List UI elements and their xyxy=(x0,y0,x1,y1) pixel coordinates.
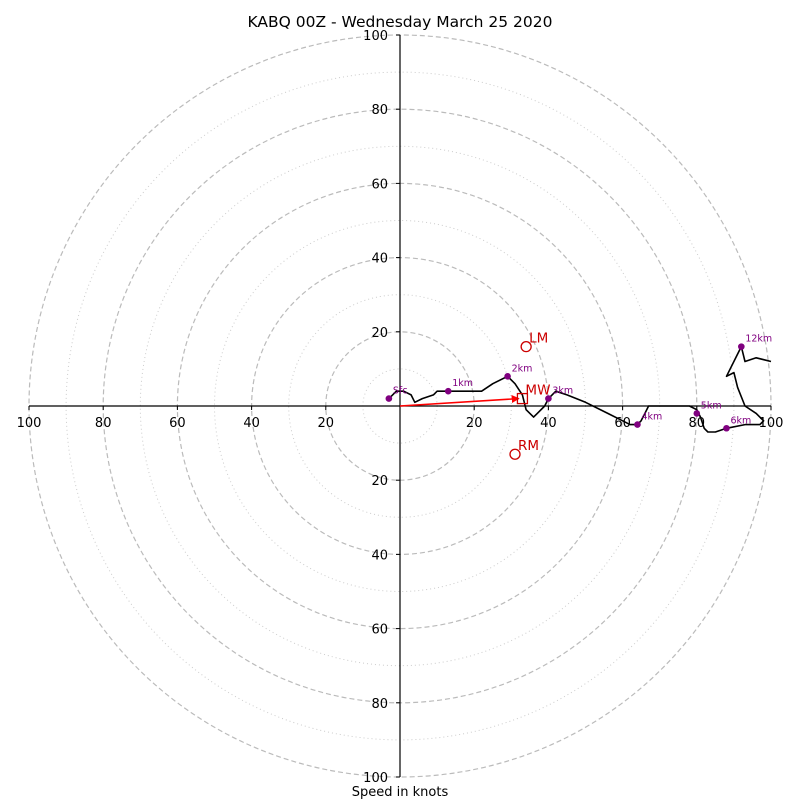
y-tick-label: 100 xyxy=(363,771,388,786)
height-marker-label: 2km xyxy=(512,363,533,374)
height-marker-label: 3km xyxy=(552,386,573,397)
y-tick-label: 80 xyxy=(371,697,388,712)
height-marker-point xyxy=(504,373,511,380)
y-tick-label: 20 xyxy=(371,474,388,489)
storm-motion-marker xyxy=(516,392,529,405)
y-tick-label: 80 xyxy=(371,103,388,118)
storm-motion-label: LM xyxy=(529,331,548,347)
y-tick-label: 100 xyxy=(363,29,388,44)
tick-labels: 100 80 60 40 20 20 40 60 80 100100806040202040608… xyxy=(17,29,784,786)
x-tick-label: 40 xyxy=(243,416,260,431)
x-tick-label: 100 xyxy=(17,416,42,431)
y-tick-label: 60 xyxy=(371,177,388,192)
y-tick-label: 60 xyxy=(371,623,388,638)
storm-motion-marker xyxy=(520,340,532,353)
height-marker-label: Sfc xyxy=(393,386,408,397)
storm-motion-label: RM xyxy=(518,438,539,454)
y-tick-label: 40 xyxy=(371,252,388,267)
height-marker-point xyxy=(634,421,641,428)
shear-vector-arrow xyxy=(399,395,520,407)
height-marker-label: 6km xyxy=(730,415,751,426)
height-marker-label: 4km xyxy=(641,412,662,423)
height-markers: Sfc 1km 2km 3km 4km 5km 6km 12km xyxy=(385,334,772,432)
x-tick-label: 60 xyxy=(614,416,631,431)
x-axis-label: Speed in knots xyxy=(352,785,449,800)
storm-motion-markers: LM MW RM xyxy=(509,331,550,460)
x-tick-label: 60 xyxy=(169,416,186,431)
storm-motion-marker xyxy=(509,448,521,460)
y-tick-label: 40 xyxy=(371,548,388,563)
height-marker-label: 5km xyxy=(701,400,722,411)
storm-motion-label: MW xyxy=(525,383,550,399)
x-tick-label: 80 xyxy=(95,416,112,431)
height-marker-point xyxy=(545,395,552,402)
x-tick-label: 20 xyxy=(318,416,335,431)
height-marker-point xyxy=(693,410,701,417)
chart-title: KABQ 00Z - Wednesday March 25 2020 xyxy=(248,13,553,31)
height-marker-point xyxy=(444,387,452,395)
height-marker-point xyxy=(385,395,393,402)
height-marker-point xyxy=(738,343,745,350)
x-tick-label: 100 xyxy=(759,416,784,431)
height-marker-label: 1km xyxy=(452,378,473,389)
height-marker-point xyxy=(723,424,730,432)
y-tick-label: 20 xyxy=(371,326,388,341)
x-tick-label: 20 xyxy=(466,416,483,431)
x-tick-label: 40 xyxy=(540,416,557,431)
height-marker-label: 12km xyxy=(745,334,772,345)
